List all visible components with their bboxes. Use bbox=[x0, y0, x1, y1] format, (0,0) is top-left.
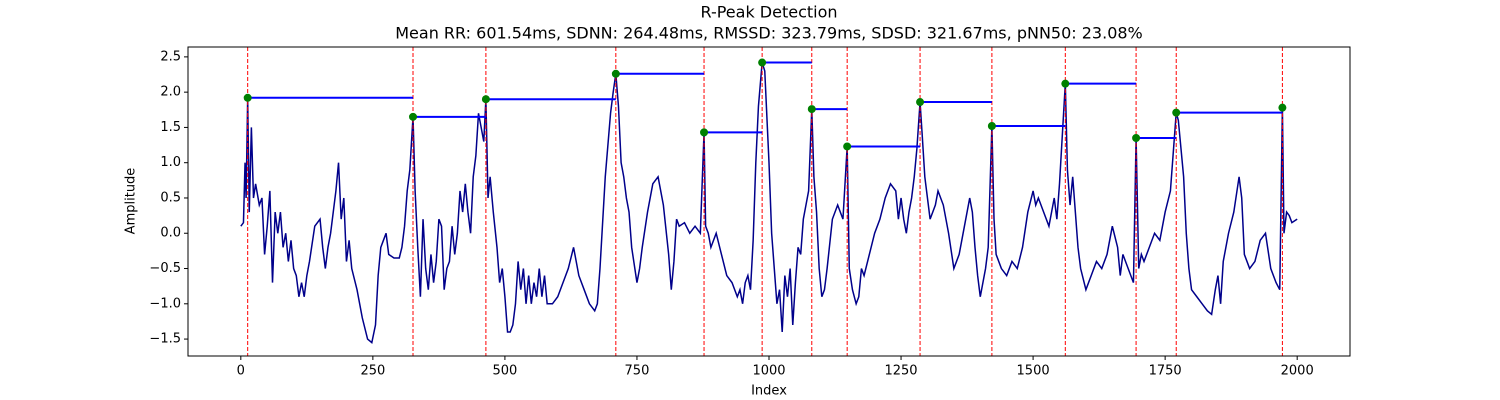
signal-line bbox=[240, 62, 1298, 344]
r-peak bbox=[481, 95, 490, 104]
r-peak bbox=[807, 105, 816, 114]
y-tick-label: 0.5 bbox=[160, 190, 181, 205]
plot-frame bbox=[187, 46, 1351, 357]
r-peak bbox=[409, 112, 418, 121]
r-peak bbox=[243, 93, 252, 102]
y-tick-label: −1.5 bbox=[149, 332, 181, 347]
x-tick-label: 1500 bbox=[1017, 364, 1050, 379]
y-tick-label: 1.0 bbox=[160, 155, 181, 170]
r-peak bbox=[843, 142, 852, 151]
x-tick-label: 1000 bbox=[752, 364, 785, 379]
y-tick-label: 1.5 bbox=[160, 120, 181, 135]
r-peak bbox=[916, 98, 925, 107]
r-peak bbox=[700, 128, 709, 137]
r-peak bbox=[611, 69, 620, 78]
r-peak bbox=[1278, 103, 1287, 112]
x-tick-label: 1250 bbox=[884, 364, 917, 379]
x-tick-label: 0 bbox=[237, 364, 245, 379]
x-tick-label: 1750 bbox=[1149, 364, 1182, 379]
y-tick-label: 0.0 bbox=[160, 226, 181, 241]
x-tick-label: 250 bbox=[360, 364, 385, 379]
y-tick-label: −0.5 bbox=[149, 261, 181, 276]
x-tick-label: 500 bbox=[492, 364, 517, 379]
r-peak bbox=[987, 122, 996, 131]
y-tick-label: −1.0 bbox=[149, 296, 181, 311]
chart-subtitle: Mean RR: 601.54ms, SDNN: 264.48ms, RMSSD… bbox=[395, 24, 1143, 43]
r-peak bbox=[1061, 79, 1070, 88]
y-tick-label: 2.0 bbox=[160, 85, 181, 100]
chart-title: R-Peak Detection bbox=[700, 3, 837, 22]
x-tick-label: 750 bbox=[625, 364, 650, 379]
r-peak bbox=[758, 58, 767, 67]
y-tick-label: 2.5 bbox=[160, 49, 181, 64]
x-axis-label: Index bbox=[751, 384, 787, 399]
r-peak bbox=[1172, 108, 1181, 117]
r-peak bbox=[1132, 134, 1141, 143]
y-axis-label: Amplitude bbox=[124, 168, 139, 235]
x-tick-label: 2000 bbox=[1281, 364, 1314, 379]
